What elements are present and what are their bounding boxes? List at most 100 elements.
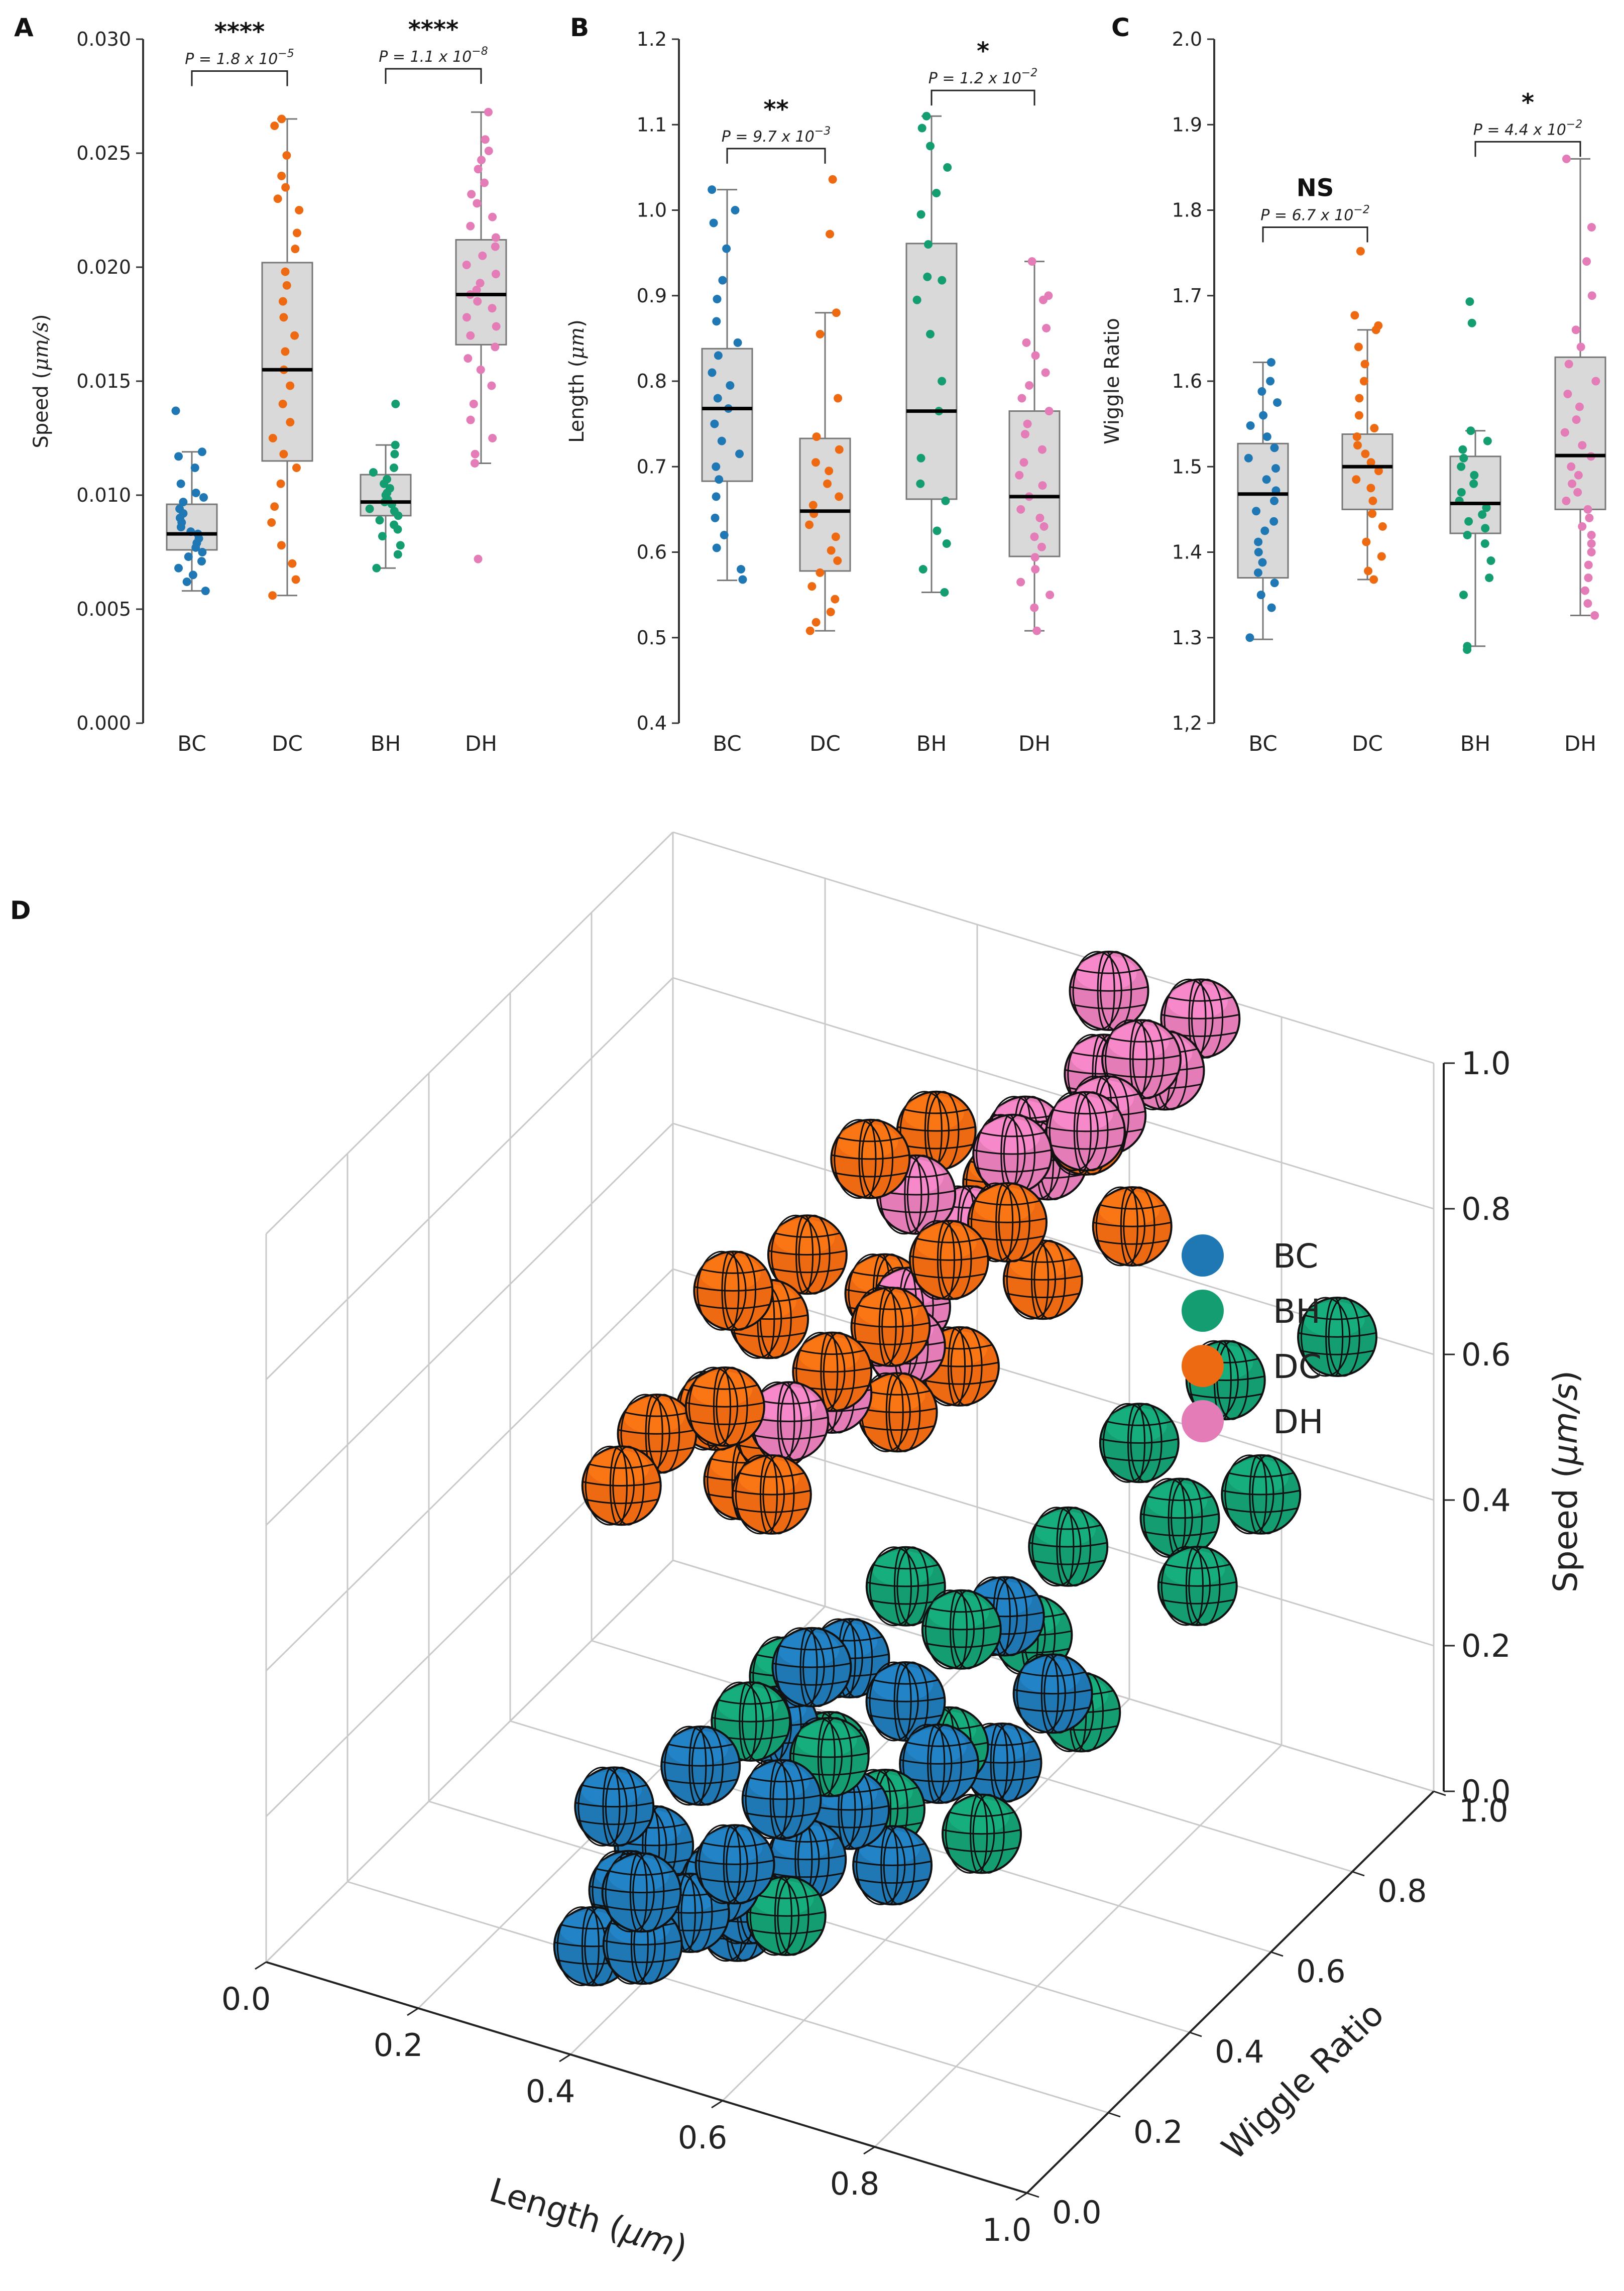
data-point-bc <box>1252 507 1261 516</box>
data-point-dh <box>1578 441 1587 450</box>
data-point-dh <box>462 313 471 322</box>
data-point-dc <box>823 479 832 488</box>
wiggle-axis-title: Wiggle Ratio <box>1214 1995 1391 2167</box>
data-point-bc <box>733 338 742 347</box>
box-dc <box>1341 433 1394 510</box>
data-point-dh <box>463 354 473 363</box>
data-point-dc <box>268 434 277 442</box>
data-point-bc <box>709 218 718 227</box>
sphere-dh <box>1045 1091 1126 1172</box>
data-point-dh <box>1037 445 1047 454</box>
data-point-dc <box>1370 424 1379 433</box>
data-point-dh <box>1587 539 1596 548</box>
sphere-longitude <box>1251 1454 1284 1535</box>
data-point-dh <box>471 459 480 468</box>
data-point-bh <box>1482 503 1491 512</box>
sphere-dc <box>731 1454 812 1535</box>
grid-line <box>265 1559 674 1963</box>
data-point-dc <box>1378 522 1387 531</box>
y-axis-label: Wiggle Ratio <box>1101 318 1124 444</box>
data-point-dh <box>1031 351 1040 360</box>
sphere-longitude <box>585 1445 635 1526</box>
length-axis-title: Length (μm) <box>485 2170 691 2267</box>
significance-bracket <box>1474 141 1581 157</box>
data-point-dc <box>286 418 295 427</box>
data-point-bc <box>714 351 723 360</box>
y-tick-label: 1.9 <box>1172 113 1202 136</box>
data-point-dc <box>278 399 287 408</box>
sphere-latitude <box>1099 1204 1166 1210</box>
data-point-bh <box>1465 297 1474 306</box>
y-axis-label-text: Wiggle Ratio <box>1101 318 1124 444</box>
data-point-bh <box>938 276 947 285</box>
data-point-bh <box>941 496 950 505</box>
data-point-bc <box>722 244 731 253</box>
wiggle-tick-label: 0.0 <box>1052 2194 1102 2231</box>
data-point-bh <box>1458 445 1467 454</box>
speed-axis-title-unit: μm/s <box>1546 1384 1585 1466</box>
sphere-longitude <box>1120 1186 1138 1267</box>
sphere-latitude <box>624 1411 690 1417</box>
data-point-dc <box>286 381 295 390</box>
length-tick <box>1015 2192 1027 2201</box>
sphere-latitude <box>735 1507 809 1513</box>
sphere-latitude <box>968 1217 1047 1223</box>
data-point-bh <box>1457 462 1466 471</box>
data-point-dc <box>816 568 825 577</box>
panel-label: B <box>570 13 589 42</box>
data-point-dh <box>466 221 475 231</box>
x-tick-label: DC <box>809 731 841 756</box>
sphere-longitude <box>885 1372 904 1452</box>
data-point-bc <box>190 464 199 473</box>
data-point-bh <box>1467 318 1476 327</box>
sphere-latitude <box>772 1662 851 1668</box>
data-point-bh <box>1463 530 1472 539</box>
sphere-latitude <box>1304 1314 1370 1320</box>
data-point-bc <box>1254 537 1263 546</box>
wiggle-tick <box>1108 2112 1121 2118</box>
p-value-exponent: −8 <box>472 45 488 58</box>
data-point-bh <box>1464 517 1473 526</box>
speed-tick-label: 0.8 <box>1461 1191 1511 1227</box>
sphere-longitude <box>632 1852 665 1932</box>
sphere-latitude <box>694 1286 773 1292</box>
data-point-dc <box>290 331 299 340</box>
sphere-latitude <box>866 1581 945 1587</box>
data-point-dc <box>835 492 844 501</box>
sphere-latitude <box>793 1367 872 1373</box>
sphere-longitude <box>902 1724 953 1804</box>
sphere-longitude <box>777 1876 809 1956</box>
sphere-longitude <box>697 1250 747 1331</box>
p-value-exponent: −3 <box>815 125 831 138</box>
sphere-longitude <box>858 1119 877 1199</box>
sphere-longitude <box>930 1724 962 1804</box>
data-point-bh <box>1459 453 1468 463</box>
sphere-longitude <box>1033 1239 1066 1320</box>
box-bh <box>905 243 958 500</box>
data-point-dc <box>1364 566 1373 576</box>
sphere-bh <box>921 1589 1002 1670</box>
sphere-longitude <box>950 1326 983 1407</box>
panel-a: A 0.000 0.005 0.010 0.015 0.020 0.025 0.030 Spee… <box>14 13 507 756</box>
sphere-latitude <box>663 1778 738 1784</box>
sphere-longitude <box>1059 1507 1091 1587</box>
panel-d: D 0.0 0.0 0.0 0.2 0.2 0.2 0.4 0.4 0.4 0.6 0.6 0.6 0.8… <box>10 831 1585 2267</box>
data-point-dc <box>834 394 843 403</box>
data-point-dh <box>1027 257 1036 266</box>
sphere-dc <box>684 1366 765 1447</box>
data-point-bc <box>199 493 208 502</box>
data-point-dc <box>828 175 837 184</box>
sphere-latitude <box>1143 1531 1217 1537</box>
x-tick-label: DC <box>272 731 303 756</box>
sphere-longitude <box>759 1454 778 1535</box>
data-point-dc <box>826 608 835 617</box>
box-bc <box>1237 442 1289 579</box>
sphere-latitude <box>1300 1349 1374 1355</box>
significance-stars: ** <box>763 95 788 124</box>
sphere-latitude <box>577 1819 651 1825</box>
speed-axis-title: Speed (μm/s) <box>1546 1370 1585 1592</box>
data-point-dh <box>491 270 500 279</box>
wiggle-tick <box>1270 1951 1284 1957</box>
sphere-longitude <box>937 1220 955 1300</box>
